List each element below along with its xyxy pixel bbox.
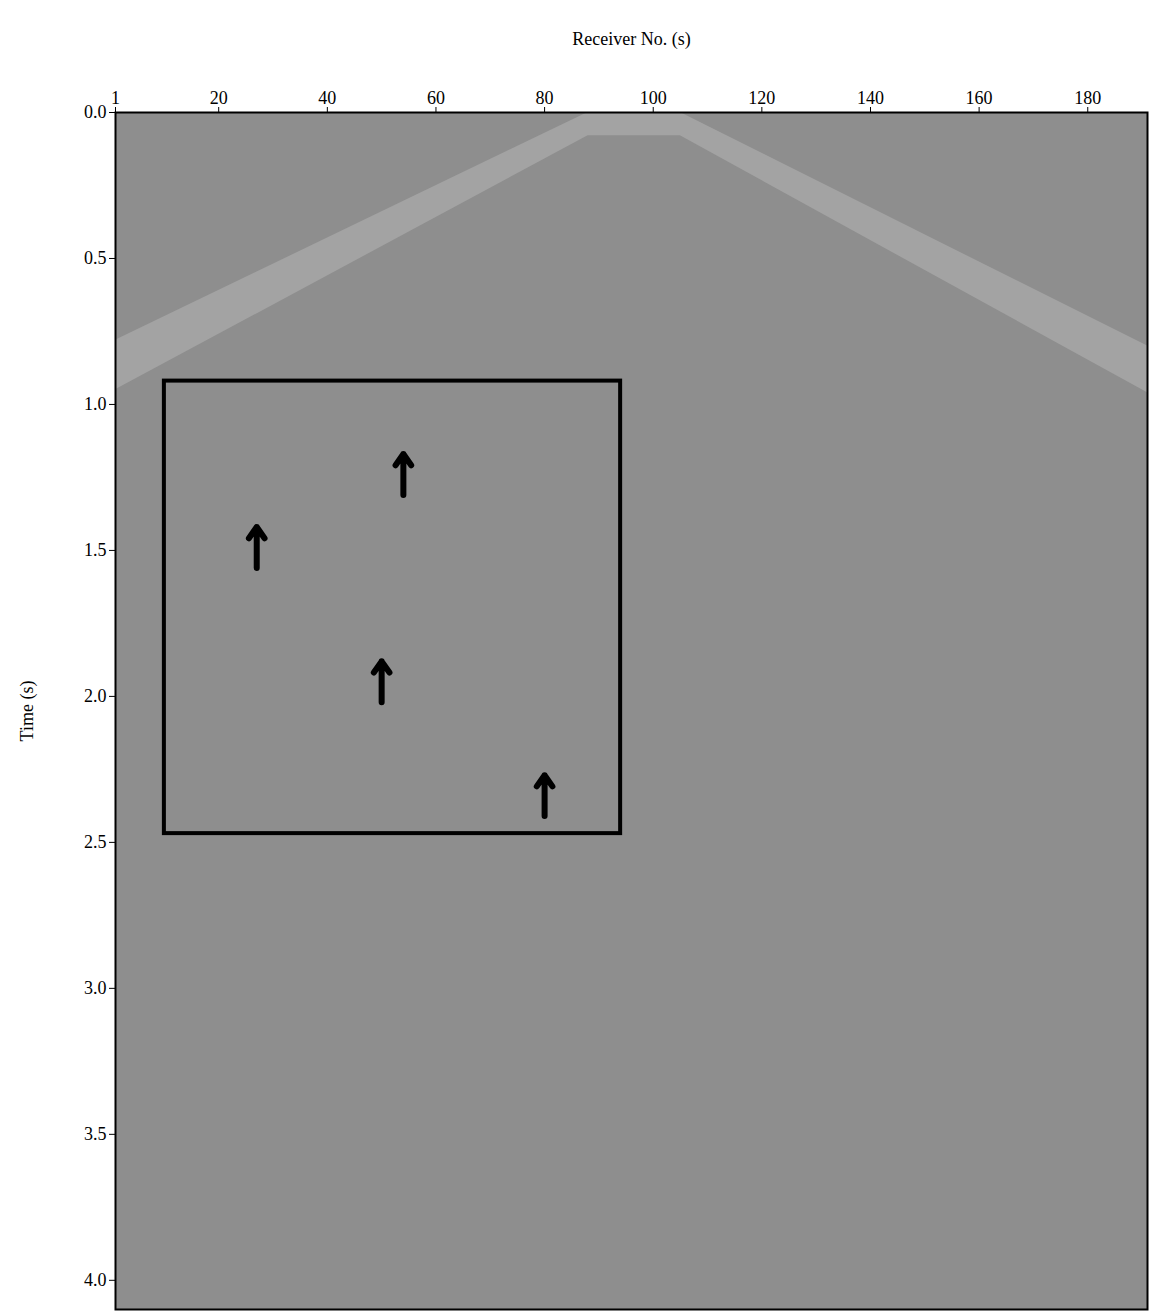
svg-text:0.5: 0.5 <box>84 248 107 268</box>
svg-text:180: 180 <box>1074 88 1101 108</box>
svg-text:1.0: 1.0 <box>84 394 107 414</box>
svg-text:Time (s): Time (s) <box>17 681 38 742</box>
svg-text:2.0: 2.0 <box>84 686 107 706</box>
svg-text:3.0: 3.0 <box>84 978 107 998</box>
svg-text:3.5: 3.5 <box>84 1124 107 1144</box>
svg-text:4.0: 4.0 <box>84 1270 107 1290</box>
svg-text:2.5: 2.5 <box>84 832 107 852</box>
svg-text:120: 120 <box>748 88 775 108</box>
svg-text:Receiver No. (s): Receiver No. (s) <box>572 29 690 50</box>
svg-text:140: 140 <box>857 88 884 108</box>
svg-text:160: 160 <box>966 88 993 108</box>
svg-text:20: 20 <box>210 88 228 108</box>
svg-text:1.5: 1.5 <box>84 540 107 560</box>
svg-text:100: 100 <box>640 88 667 108</box>
svg-text:80: 80 <box>536 88 554 108</box>
svg-text:60: 60 <box>427 88 445 108</box>
svg-text:0.0: 0.0 <box>84 102 107 122</box>
svg-text:1: 1 <box>111 88 120 108</box>
svg-text:40: 40 <box>318 88 336 108</box>
